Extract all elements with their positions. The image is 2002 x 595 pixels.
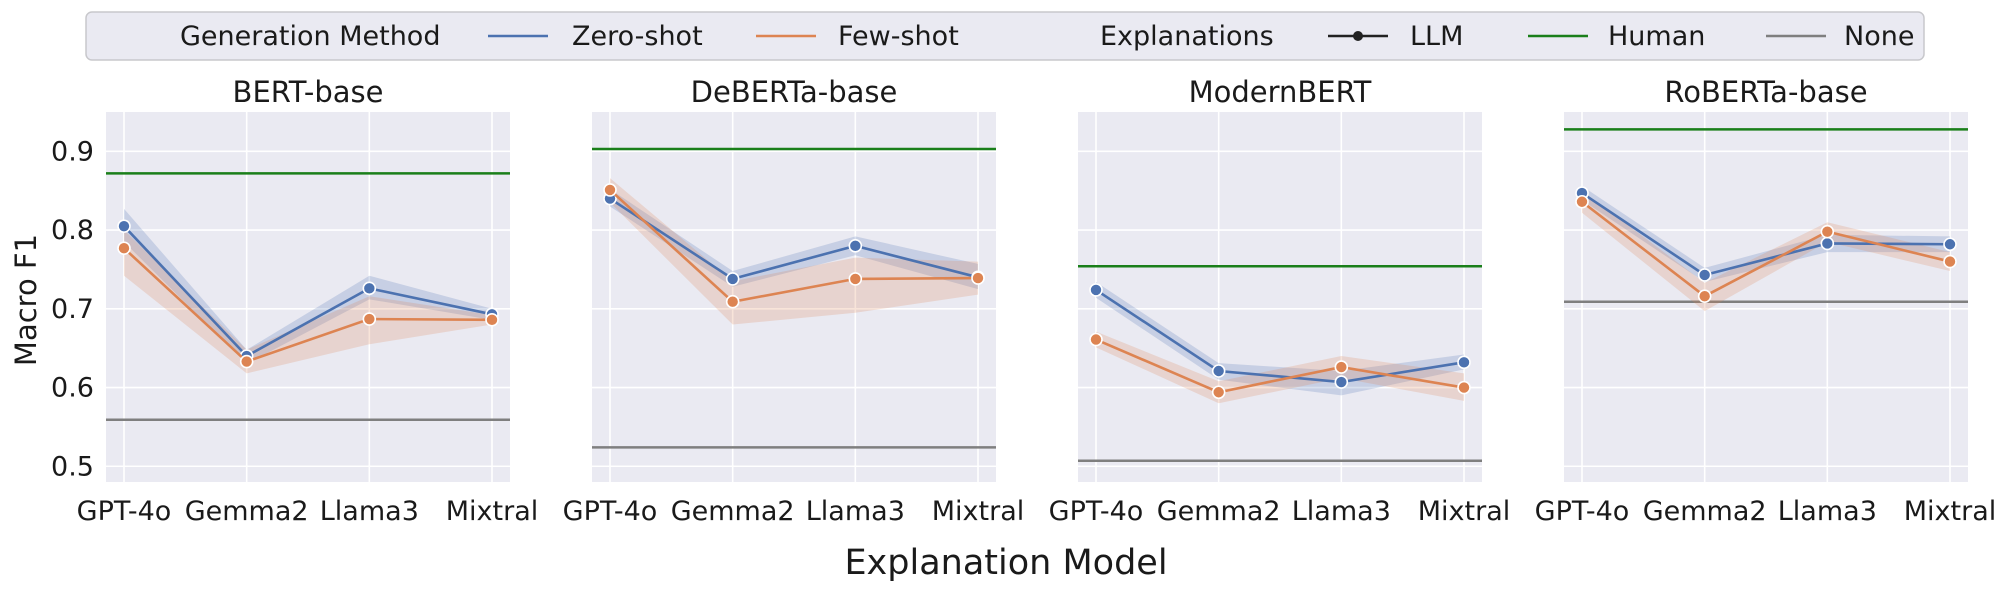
plot-background [1564,112,1968,482]
zero-shot-point [362,281,377,296]
few-shot-point [1334,360,1349,374]
x-tick-label: Llama3 [320,496,419,527]
x-tick-label: Llama3 [1778,496,1877,527]
few-shot-point [971,271,985,285]
few-shot-confidence-band [124,230,492,374]
x-tick-label: Llama3 [806,496,905,527]
x-tick-label: Gemma2 [1643,496,1767,527]
legend: Generation Method Zero-shot Few-shot Exp… [85,11,1925,61]
panel-0: BERT-base GPT-4o Gemma2 Llama3 Mixtral 0.5 0.6… [51,75,538,527]
x-tick-label: GPT-4o [1049,496,1144,527]
few-shot-line [609,188,979,304]
few-shot-confidence-band [610,178,978,325]
plot-background [1078,112,1482,482]
panel-1: DeBERTa-base GPT-4o Gemma2 Llama3 Mixtral [563,75,1025,527]
few-shot-point [1575,194,1589,209]
few-shot-point [725,294,740,309]
few-shot-point [1457,380,1471,395]
x-tick-label: GPT-4o [77,496,172,527]
few-shot-line [1095,338,1465,394]
zero-shot-point [1697,268,1712,282]
x-tick-label: Mixtral [1904,496,1997,527]
x-tick-label: Gemma2 [1157,496,1281,527]
zero-shot-point [848,239,863,253]
zero-shot-point [1089,283,1103,297]
few-shot-line [123,247,493,364]
zero-shot-point [117,219,131,233]
zero-shot-confidence-band [610,189,978,290]
legend-human-label: Human [1608,21,1705,52]
zero-shot-confidence-band [1582,186,1950,283]
y-tick-label: 0.8 [51,215,94,246]
few-shot-point [1943,254,1957,269]
few-shot-confidence-band [1096,331,1464,404]
zero-shot-line [1095,288,1465,384]
x-tick-label: Mixtral [1418,496,1511,527]
y-tick-label: 0.5 [51,451,94,482]
zero-shot-point [1943,237,1957,252]
few-shot-point [1820,224,1835,239]
few-shot-point [1697,289,1712,304]
plot-background [592,112,996,482]
y-tick-label: 0.6 [51,373,94,404]
few-shot-point [239,354,254,369]
panel-title: ModernBERT [1189,75,1372,109]
legend-title-generation: Generation Method [180,21,440,52]
few-shot-point [848,272,863,286]
panel-3: RoBERTa-base GPT-4o Gemma2 Llama3 Mixtral [1535,75,1997,527]
legend-title-explanations: Explanations [1100,21,1274,52]
zero-shot-point [1211,364,1226,378]
legend-llm-label: LLM [1410,21,1463,52]
zero-shot-point [1334,375,1349,389]
few-shot-point [1211,385,1226,400]
few-shot-point [1089,332,1103,347]
panel-title: BERT-base [233,75,384,109]
x-tick-label: Llama3 [1292,496,1391,527]
panel-title: RoBERTa-base [1664,75,1867,109]
x-tick-label: GPT-4o [563,496,658,527]
few-shot-confidence-band [1582,190,1950,312]
legend-llm-marker [1328,31,1388,41]
x-tick-label: Gemma2 [671,496,795,527]
x-tick-label: Mixtral [446,496,539,527]
y-axis-label: Macro F1 [9,234,43,366]
legend-box [85,11,1925,61]
zero-shot-point [725,272,740,286]
legend-few-label: Few-shot [838,21,959,52]
panel-2: ModernBERT GPT-4o Gemma2 Llama3 Mixtral [1049,75,1511,527]
zero-shot-line [1581,192,1951,277]
x-tick-label: GPT-4o [1535,496,1630,527]
zero-shot-line [609,197,979,281]
x-tick-label: Mixtral [932,496,1025,527]
zero-shot-point [1820,236,1835,251]
y-tick-label: 0.7 [51,294,94,325]
zero-shot-confidence-band [1096,282,1464,396]
panel-title: DeBERTa-base [691,75,898,109]
zero-shot-line [123,225,493,358]
few-shot-point [117,241,131,255]
few-shot-point [603,183,617,197]
x-axis-label: Explanation Model [844,543,1167,583]
x-tick-label: Gemma2 [185,496,309,527]
few-shot-point [362,312,377,326]
few-shot-line [1581,200,1951,298]
legend-none-label: None [1844,21,1914,52]
y-tick-label: 0.9 [51,136,94,167]
few-shot-point [485,313,499,327]
panels: BERT-base GPT-4o Gemma2 Llama3 Mixtral 0.5 0.6… [51,75,1996,527]
legend-zero-label: Zero-shot [572,21,703,52]
zero-shot-point [1457,355,1471,370]
